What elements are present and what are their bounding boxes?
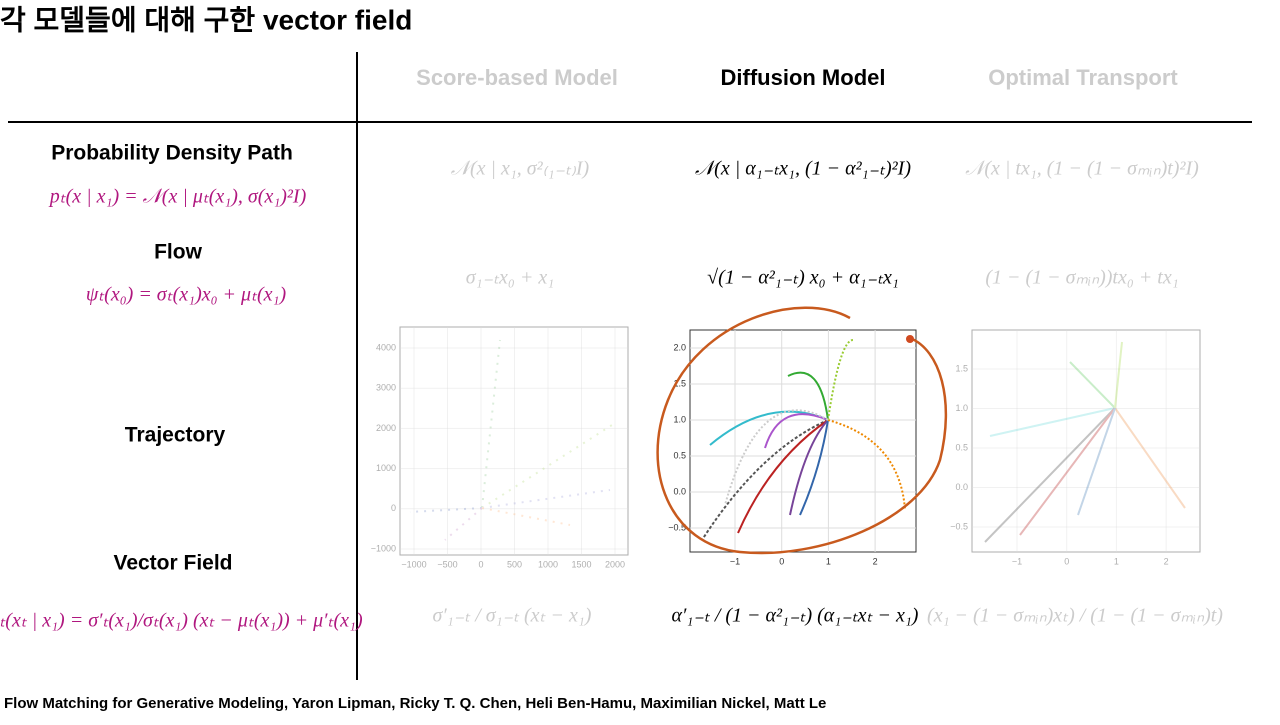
x-tick-label: −1 bbox=[1012, 556, 1022, 566]
x-tick-label: 1 bbox=[826, 556, 831, 566]
column-header: Score-based Model bbox=[416, 65, 618, 90]
y-tick-label: 1.0 bbox=[955, 403, 968, 413]
y-tick-label: −0.5 bbox=[668, 522, 686, 532]
formula: ψₜ(x₀) = σₜ(x₁)x₀ + μₜ(x₁) bbox=[86, 284, 287, 306]
plot-frame bbox=[971, 329, 1201, 553]
x-tick-label: 1500 bbox=[571, 559, 591, 569]
column-header: Optimal Transport bbox=[988, 65, 1178, 90]
citation: Flow Matching for Generative Modeling, Y… bbox=[4, 695, 826, 712]
x-tick-label: 2 bbox=[873, 556, 878, 566]
y-tick-label: 0 bbox=[391, 503, 396, 513]
row-label: Vector Field bbox=[113, 552, 232, 575]
cell: (x₁ − (1 − σₘᵢₙ)xₜ) / (1 − (1 − σₘᵢₙ)t) bbox=[927, 605, 1223, 627]
slide-title: 각 모델들에 대해 구한 vector field bbox=[0, 4, 412, 35]
y-tick-label: 1.0 bbox=[673, 414, 686, 424]
y-tick-label: 1000 bbox=[376, 463, 396, 473]
x-tick-label: 1000 bbox=[538, 559, 558, 569]
y-tick-label: 0.0 bbox=[955, 482, 968, 492]
row-label: Trajectory bbox=[125, 424, 226, 447]
row-label: Probability Density Path bbox=[51, 142, 293, 165]
row-label: Flow bbox=[154, 241, 202, 264]
x-tick-label: 500 bbox=[507, 559, 522, 569]
y-tick-label: 2000 bbox=[376, 423, 396, 433]
formula: pₜ(x | x₁) = 𝒩(x | μₜ(x₁), σ(x₁)²I) bbox=[48, 186, 307, 208]
y-tick-label: 0.0 bbox=[673, 486, 686, 496]
cell: σ′₁₋ₜ / σ₁₋ₜ (xₜ − x₁) bbox=[433, 605, 592, 627]
x-tick-label: 0 bbox=[779, 556, 784, 566]
trajectory-plots: 4000 3000 2000 1000 0 −1000 −1000 −500 0 500 1000 1… bbox=[371, 326, 1201, 569]
y-tick-label: 4000 bbox=[376, 342, 396, 352]
x-tick-label: 2000 bbox=[605, 559, 625, 569]
cell: √(1 − α²₁₋ₜ) x₀ + α₁₋ₜx₁ bbox=[707, 267, 899, 289]
y-tick-label: 1.5 bbox=[673, 378, 686, 388]
cell: 𝒩(x | tx₁, (1 − (1 − σₘᵢₙ)t)²I) bbox=[965, 158, 1199, 180]
cursor-dot bbox=[906, 335, 914, 343]
column-header: Diffusion Model bbox=[721, 65, 886, 90]
x-tick-label: 1 bbox=[1114, 556, 1119, 566]
y-tick-label: 0.5 bbox=[955, 442, 968, 452]
x-tick-label: −1000 bbox=[401, 559, 426, 569]
x-tick-label: 2 bbox=[1164, 556, 1169, 566]
y-tick-label: 2.0 bbox=[673, 342, 686, 352]
cell: 𝒩(x | α₁₋ₜx₁, (1 − α²₁₋ₜ)²I) bbox=[695, 158, 911, 180]
x-tick-label: 0 bbox=[478, 559, 483, 569]
y-tick-label: 1.5 bbox=[955, 363, 968, 373]
plot-frame bbox=[689, 329, 917, 553]
plot-frame bbox=[399, 326, 629, 556]
annotation-circle bbox=[656, 306, 948, 555]
y-tick-label: 3000 bbox=[376, 383, 396, 393]
y-tick-label: −0.5 bbox=[950, 521, 968, 531]
cell: (1 − (1 − σₘᵢₙ))tx₀ + tx₁ bbox=[985, 267, 1178, 289]
y-tick-label: −1000 bbox=[371, 543, 396, 553]
formula: uₜ(xₜ | x₁) = σ′ₜ(x₁)/σₜ(x₁) (xₜ − μₜ(x₁… bbox=[0, 610, 363, 632]
cell: σ₁₋ₜx₀ + x₁ bbox=[466, 267, 554, 289]
x-tick-label: −500 bbox=[437, 559, 457, 569]
x-tick-label: 0 bbox=[1064, 556, 1069, 566]
y-tick-label: 0.5 bbox=[673, 450, 686, 460]
trajectories bbox=[409, 339, 1186, 543]
cell: α′₁₋ₜ / (1 − α²₁₋ₜ) (α₁₋ₜxₜ − x₁) bbox=[672, 605, 919, 627]
x-tick-label: −1 bbox=[730, 556, 740, 566]
cell: 𝒩(x | x₁, σ²₍₁₋ₜ₎I) bbox=[451, 158, 590, 180]
